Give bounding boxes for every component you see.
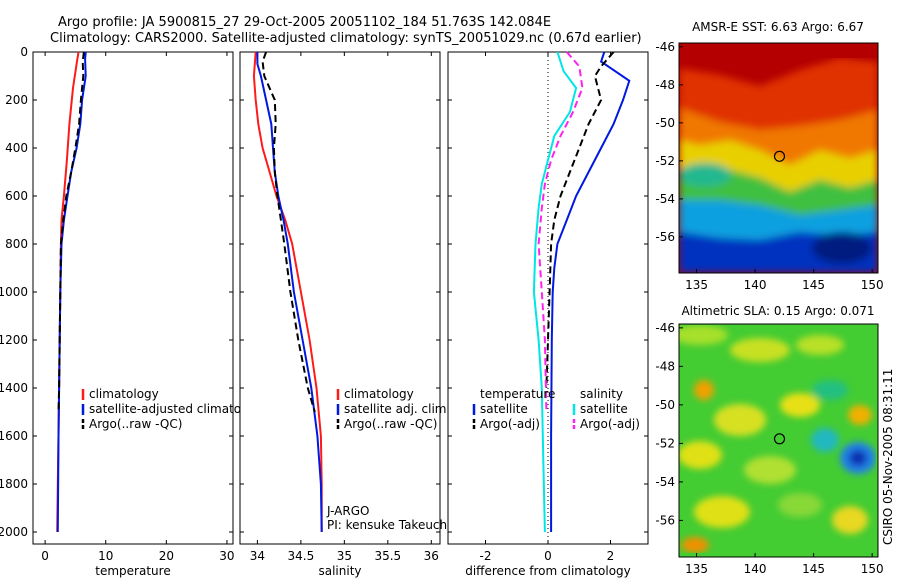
map-y-tick-label: -54: [655, 475, 675, 489]
figure-title-line1: Argo profile: JA 5900815_27 29-Oct-2005 …: [58, 15, 551, 30]
x-tick-label: 0: [544, 549, 552, 563]
y-tick-label: 400: [5, 141, 28, 155]
legend-label: satellite adj. clim.: [344, 402, 450, 416]
series-line-4: [537, 51, 584, 413]
map-y-tick-label: -46: [655, 321, 675, 335]
series-line-3: [57, 51, 85, 413]
sla-map-panel: Altimetric SLA: 0.15 Argo: 0.071: [655, 304, 883, 576]
x-tick-label: 20: [159, 549, 174, 563]
map-y-tick-label: -52: [655, 436, 675, 450]
plot-frame: [239, 51, 441, 545]
plot-frame: [32, 51, 234, 545]
x-tick-label: 34: [250, 549, 265, 563]
series-line-1: [550, 51, 631, 532]
map-x-tick-label: 145: [802, 278, 825, 292]
argo-float-marker-sst: [773, 150, 786, 162]
series-line-3: [532, 51, 578, 533]
sst-field: [679, 43, 878, 273]
map-y-tick-label: -50: [655, 116, 675, 130]
map-y-tick-label: -56: [655, 513, 675, 527]
map-x-tick-label: 135: [685, 562, 708, 576]
x-tick-label: 10: [98, 549, 113, 563]
map-y-tick-label: -50: [655, 398, 675, 412]
map-x-tick-label: 150: [861, 562, 884, 576]
y-tick-label: 1400: [0, 381, 28, 395]
series-line-2: [545, 51, 615, 389]
figure-title-line2: Climatology: CARS2000. Satellite-adjuste…: [50, 31, 642, 46]
map-y-tick-label: -52: [655, 154, 675, 168]
y-tick-label: 1200: [0, 333, 28, 347]
x-tick-label: -2: [480, 549, 492, 563]
legend-title-salinity: salinity: [580, 387, 623, 401]
map-y-tick-label: -54: [655, 192, 675, 206]
x-tick-label: 2: [607, 549, 615, 563]
map-x-tick-label: 145: [802, 562, 825, 576]
x-axis-label: difference from climatology: [465, 564, 631, 578]
map-y-tick-label: -46: [655, 40, 675, 54]
x-tick-label: 35: [337, 549, 352, 563]
sla-map-title: Altimetric SLA: 0.15 Argo: 0.071: [681, 304, 874, 318]
legend-label: satellite: [580, 402, 628, 416]
legend-label: satellite-adjusted climatology: [89, 402, 267, 416]
x-tick-label: 34.5: [288, 549, 315, 563]
y-tick-label: 1800: [0, 477, 28, 491]
series-line-3: [261, 51, 316, 413]
salinity-profile-panel: 34 34.5 35 35.5 36 salinity climatologysatelli…: [239, 51, 450, 578]
legend-label: Argo(-adj): [580, 417, 640, 431]
x-tick-label: 30: [219, 549, 234, 563]
legend-label: Argo(..raw -QC): [89, 417, 182, 431]
sla-map-axes: 135 140 145 150 -46 -48 -50 -52 -54 -56: [655, 321, 883, 576]
sst-map-axes: 135 140 145 150 -46 -48 -50 -52 -54 -56: [655, 40, 883, 292]
map-x-tick-label: 150: [861, 278, 884, 292]
sst-map-title: AMSR-E SST: 6.63 Argo: 6.67: [692, 20, 864, 34]
map-x-tick-label: 135: [685, 278, 708, 292]
float-annotation: J-ARGO: [326, 504, 369, 518]
sst-map-panel: AMSR-E SST: 6.63 Argo: 6.67 135 140 145 150…: [655, 20, 883, 292]
map-y-tick-label: -56: [655, 230, 675, 244]
y-tick-label: 1600: [0, 429, 28, 443]
legend-label: climatology: [89, 387, 159, 401]
y-tick-label: 0: [20, 45, 28, 59]
map-x-tick-label: 140: [744, 562, 767, 576]
y-tick-label: 600: [5, 189, 28, 203]
x-tick-label: 0: [41, 549, 49, 563]
y-tick-label: 1000: [0, 285, 28, 299]
x-tick-label: 35.5: [374, 549, 401, 563]
legend-label: Argo(-adj): [480, 417, 540, 431]
map-x-tick-label: 140: [744, 278, 767, 292]
map-y-tick-label: -48: [655, 78, 675, 92]
temperature-profile-panel: 0 200 400 600 800 1000 1200 1400 1600 1800 2000 0 10…: [0, 45, 267, 578]
argo-float-marker-sla: [773, 433, 786, 445]
legend-title-temperature: temperature: [480, 387, 555, 401]
float-annotation: PI: kensuke Takeuchi: [327, 518, 450, 532]
legend-label: satellite: [480, 402, 528, 416]
y-tick-label: 2000: [0, 525, 28, 539]
map-y-tick-label: -48: [655, 359, 675, 373]
plot-frame: [447, 51, 649, 545]
sla-field: [679, 324, 878, 557]
y-tick-label: 800: [5, 237, 28, 251]
x-tick-label: 36: [424, 549, 439, 563]
legend-label: climatology: [344, 387, 414, 401]
y-tick-label: 200: [5, 93, 28, 107]
x-axis-label: salinity: [318, 564, 361, 578]
legend-label: Argo(..raw -QC): [344, 417, 437, 431]
x-axis-label: temperature: [95, 564, 170, 578]
credit-timestamp: CSIRO 05-Nov-2005 08:31:11: [881, 369, 895, 545]
